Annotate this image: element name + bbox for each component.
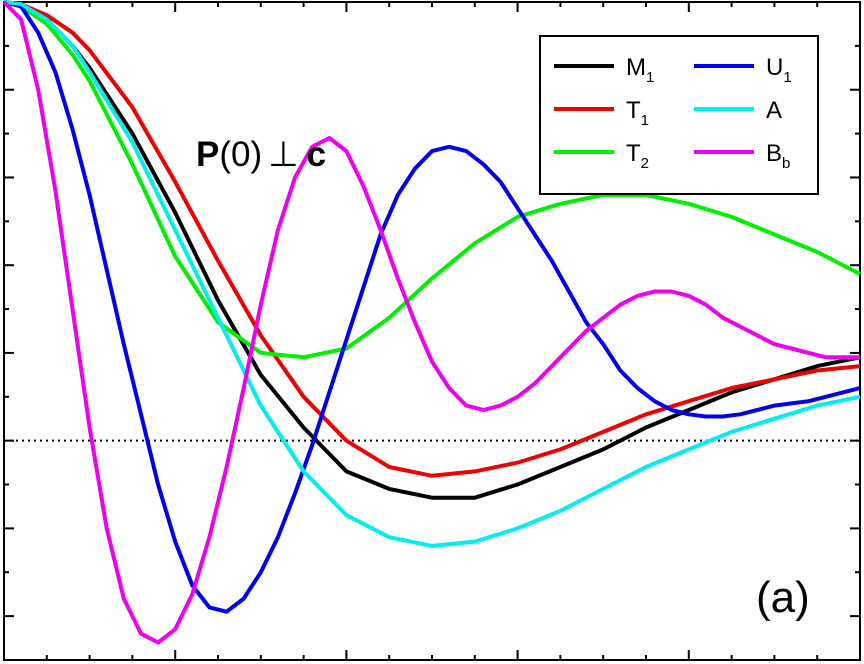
series-line-t2 xyxy=(3,0,861,360)
legend-box xyxy=(539,35,819,195)
series-line-a xyxy=(3,0,861,548)
legend-label-sub: 1 xyxy=(641,112,649,129)
legend-label-main: A xyxy=(766,97,782,124)
legend-label: A xyxy=(766,97,782,124)
annotation-label: P(0) ⊥ c xyxy=(196,135,326,174)
legend-label-main: U xyxy=(766,54,783,81)
annotation-p: P xyxy=(196,135,219,174)
legend-label-sub: 2 xyxy=(641,155,649,172)
series-line-u1 xyxy=(3,0,861,614)
legend-label-sub: 1 xyxy=(646,69,654,86)
data-curves xyxy=(2,0,861,645)
legend-label-sub: b xyxy=(782,155,790,172)
annotation-c: c xyxy=(307,135,326,174)
annotation-perp: ⊥ xyxy=(268,135,299,174)
annotation-arg: (0) xyxy=(219,135,262,174)
legend-label-main: T xyxy=(626,140,641,167)
legend-label-sub: 1 xyxy=(783,69,791,86)
legend-label-main: T xyxy=(626,97,641,124)
legend-label: T2 xyxy=(626,140,649,172)
legend-label: Bb xyxy=(766,140,790,172)
series-line-bb xyxy=(2,0,860,645)
legend-label-main: M xyxy=(626,54,646,81)
series-line-t1 xyxy=(3,0,861,478)
legend-label-main: B xyxy=(766,140,782,167)
legend-label: M1 xyxy=(626,54,654,86)
panel-label: (a) xyxy=(756,573,810,622)
legend-label: U1 xyxy=(766,54,792,86)
legend-label: T1 xyxy=(626,97,649,129)
